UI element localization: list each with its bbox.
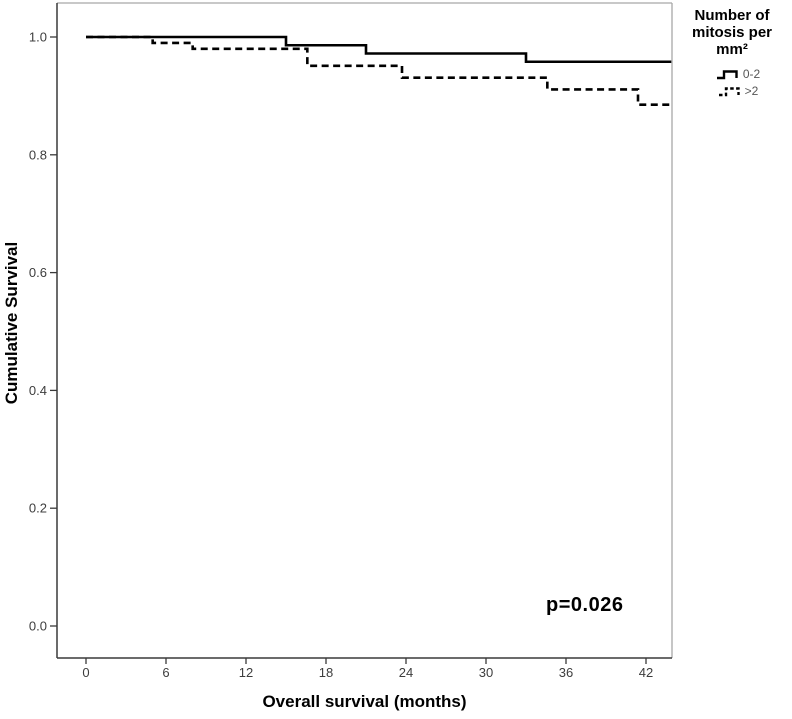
dashed-step-line-icon (718, 86, 740, 96)
x-tick-label: 30 (479, 665, 493, 680)
legend-title-line: Number of (694, 7, 770, 24)
legend-title-line: mm² (716, 41, 748, 58)
y-tick-label: 1.0 (29, 30, 47, 45)
x-tick-label: 0 (82, 665, 89, 680)
y-tick-label: 0.2 (29, 501, 47, 516)
x-tick-label: 18 (319, 665, 333, 680)
p-value-annotation: p=0.026 (546, 594, 624, 616)
x-tick-label: 6 (162, 665, 169, 680)
y-tick-label: 0.4 (29, 383, 47, 398)
x-tick-label: 42 (639, 665, 653, 680)
x-tick-label: 12 (239, 665, 253, 680)
survival-curve-gt2 (86, 35, 672, 107)
y-axis-title: Cumulative Survival (2, 241, 21, 405)
y-tick-label: 0.8 (29, 147, 47, 162)
legend-item-label: 0-2 (742, 66, 761, 81)
x-tick-label: 36 (559, 665, 573, 680)
x-axis-title: Overall survival (months) (262, 692, 467, 711)
legend-items: 0-2 >2 (672, 66, 792, 98)
y-tick-label: 0.6 (29, 265, 47, 280)
solid-step-line-icon (716, 69, 738, 79)
legend-item-solid: 0-2 (716, 66, 760, 81)
legend-title-line: mitosis per (691, 24, 773, 41)
legend-title: Number of mitosis per mm² (672, 7, 792, 58)
x-tick-label: 24 (399, 665, 413, 680)
legend: Number of mitosis per mm² 0-2 >2 (672, 7, 792, 98)
legend-item-dashed: >2 (718, 83, 759, 98)
survival-curve-0-2 (86, 35, 672, 64)
legend-item-label: >2 (744, 83, 759, 98)
y-tick-label: 0.0 (29, 619, 47, 634)
